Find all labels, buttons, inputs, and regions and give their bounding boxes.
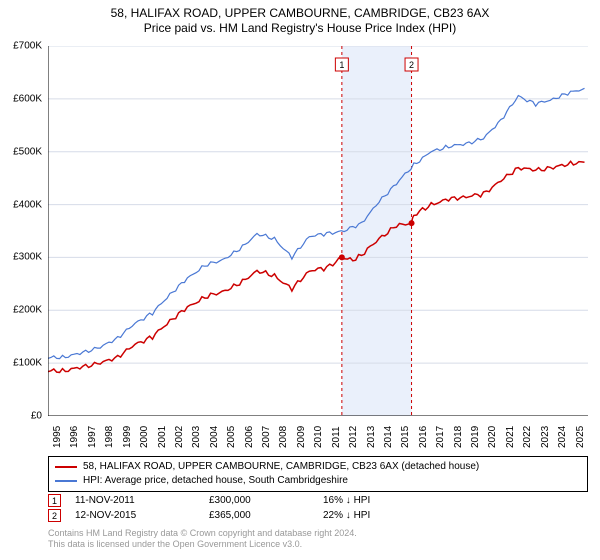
x-tick-label: 2005 — [226, 426, 237, 448]
x-tick-label: 2013 — [366, 426, 377, 448]
sales-row: 2 12-NOV-2015 £365,000 22% ↓ HPI — [48, 508, 588, 523]
legend-row: HPI: Average price, detached house, Sout… — [55, 474, 581, 488]
x-tick-label: 2001 — [157, 426, 168, 448]
legend-label: 58, HALIFAX ROAD, UPPER CAMBOURNE, CAMBR… — [83, 460, 479, 474]
footer-line2: This data is licensed under the Open Gov… — [48, 539, 357, 550]
sale-date: 11-NOV-2011 — [75, 495, 195, 506]
x-tick-label: 2012 — [348, 426, 359, 448]
chart-container: 58, HALIFAX ROAD, UPPER CAMBOURNE, CAMBR… — [0, 0, 600, 560]
sale-price: £365,000 — [209, 510, 309, 521]
legend-row: 58, HALIFAX ROAD, UPPER CAMBOURNE, CAMBR… — [55, 460, 581, 474]
x-tick-label: 2024 — [557, 426, 568, 448]
y-tick-label: £100K — [0, 358, 42, 369]
sale-marker-num: 1 — [52, 496, 57, 506]
x-tick-label: 2002 — [174, 426, 185, 448]
sale-hpi: 16% ↓ HPI — [323, 495, 423, 506]
x-tick-label: 2020 — [487, 426, 498, 448]
title-line1: 58, HALIFAX ROAD, UPPER CAMBOURNE, CAMBR… — [0, 6, 600, 20]
x-tick-label: 2016 — [418, 426, 429, 448]
x-tick-label: 1999 — [122, 426, 133, 448]
x-tick-label: 1996 — [69, 426, 80, 448]
sale-date: 12-NOV-2015 — [75, 510, 195, 521]
x-tick-label: 1995 — [52, 426, 63, 448]
x-tick-label: 1997 — [87, 426, 98, 448]
chart-svg: 12 — [48, 46, 588, 416]
y-tick-label: £200K — [0, 305, 42, 316]
x-tick-label: 2010 — [313, 426, 324, 448]
x-tick-label: 2014 — [383, 426, 394, 448]
sales-table: 1 11-NOV-2011 £300,000 16% ↓ HPI 2 12-NO… — [48, 493, 588, 523]
title-block: 58, HALIFAX ROAD, UPPER CAMBOURNE, CAMBR… — [0, 0, 600, 37]
y-tick-label: £300K — [0, 252, 42, 263]
y-tick-label: £0 — [0, 411, 42, 422]
x-tick-label: 2000 — [139, 426, 150, 448]
x-tick-label: 2023 — [540, 426, 551, 448]
sale-marker: 2 — [48, 509, 61, 522]
x-tick-label: 2009 — [296, 426, 307, 448]
footer-line1: Contains HM Land Registry data © Crown c… — [48, 528, 357, 539]
x-tick-label: 2003 — [191, 426, 202, 448]
y-axis-labels: £0£100K£200K£300K£400K£500K£600K£700K — [0, 44, 44, 416]
x-tick-label: 2017 — [435, 426, 446, 448]
x-axis-labels: 1995 1996 1997 1998 1999 2000 2001 2002 2003 2004… — [48, 418, 588, 458]
legend-label: HPI: Average price, detached house, Sout… — [83, 474, 348, 488]
footer-note: Contains HM Land Registry data © Crown c… — [48, 528, 357, 551]
x-tick-label: 2018 — [453, 426, 464, 448]
y-tick-label: £700K — [0, 41, 42, 52]
sale-marker: 1 — [48, 494, 61, 507]
x-tick-label: 2006 — [244, 426, 255, 448]
x-tick-label: 2021 — [505, 426, 516, 448]
chart-plot-area: 12 — [48, 46, 588, 416]
x-tick-label: 2025 — [575, 426, 586, 448]
sale-marker-num: 2 — [52, 511, 57, 521]
x-tick-label: 1998 — [104, 426, 115, 448]
x-tick-label: 2007 — [261, 426, 272, 448]
title-line2: Price paid vs. HM Land Registry's House … — [0, 20, 600, 37]
x-tick-label: 2008 — [278, 426, 289, 448]
svg-text:2: 2 — [409, 60, 414, 70]
x-tick-label: 2004 — [209, 426, 220, 448]
x-tick-label: 2019 — [470, 426, 481, 448]
y-tick-label: £600K — [0, 93, 42, 104]
y-tick-label: £400K — [0, 199, 42, 210]
legend-swatch — [55, 466, 77, 468]
x-tick-label: 2022 — [522, 426, 533, 448]
legend-swatch — [55, 480, 77, 482]
sale-hpi: 22% ↓ HPI — [323, 510, 423, 521]
y-tick-label: £500K — [0, 146, 42, 157]
sale-price: £300,000 — [209, 495, 309, 506]
svg-text:1: 1 — [339, 60, 344, 70]
x-tick-label: 2011 — [331, 426, 342, 448]
sales-row: 1 11-NOV-2011 £300,000 16% ↓ HPI — [48, 493, 588, 508]
legend: 58, HALIFAX ROAD, UPPER CAMBOURNE, CAMBR… — [48, 456, 588, 492]
x-tick-label: 2015 — [400, 426, 411, 448]
